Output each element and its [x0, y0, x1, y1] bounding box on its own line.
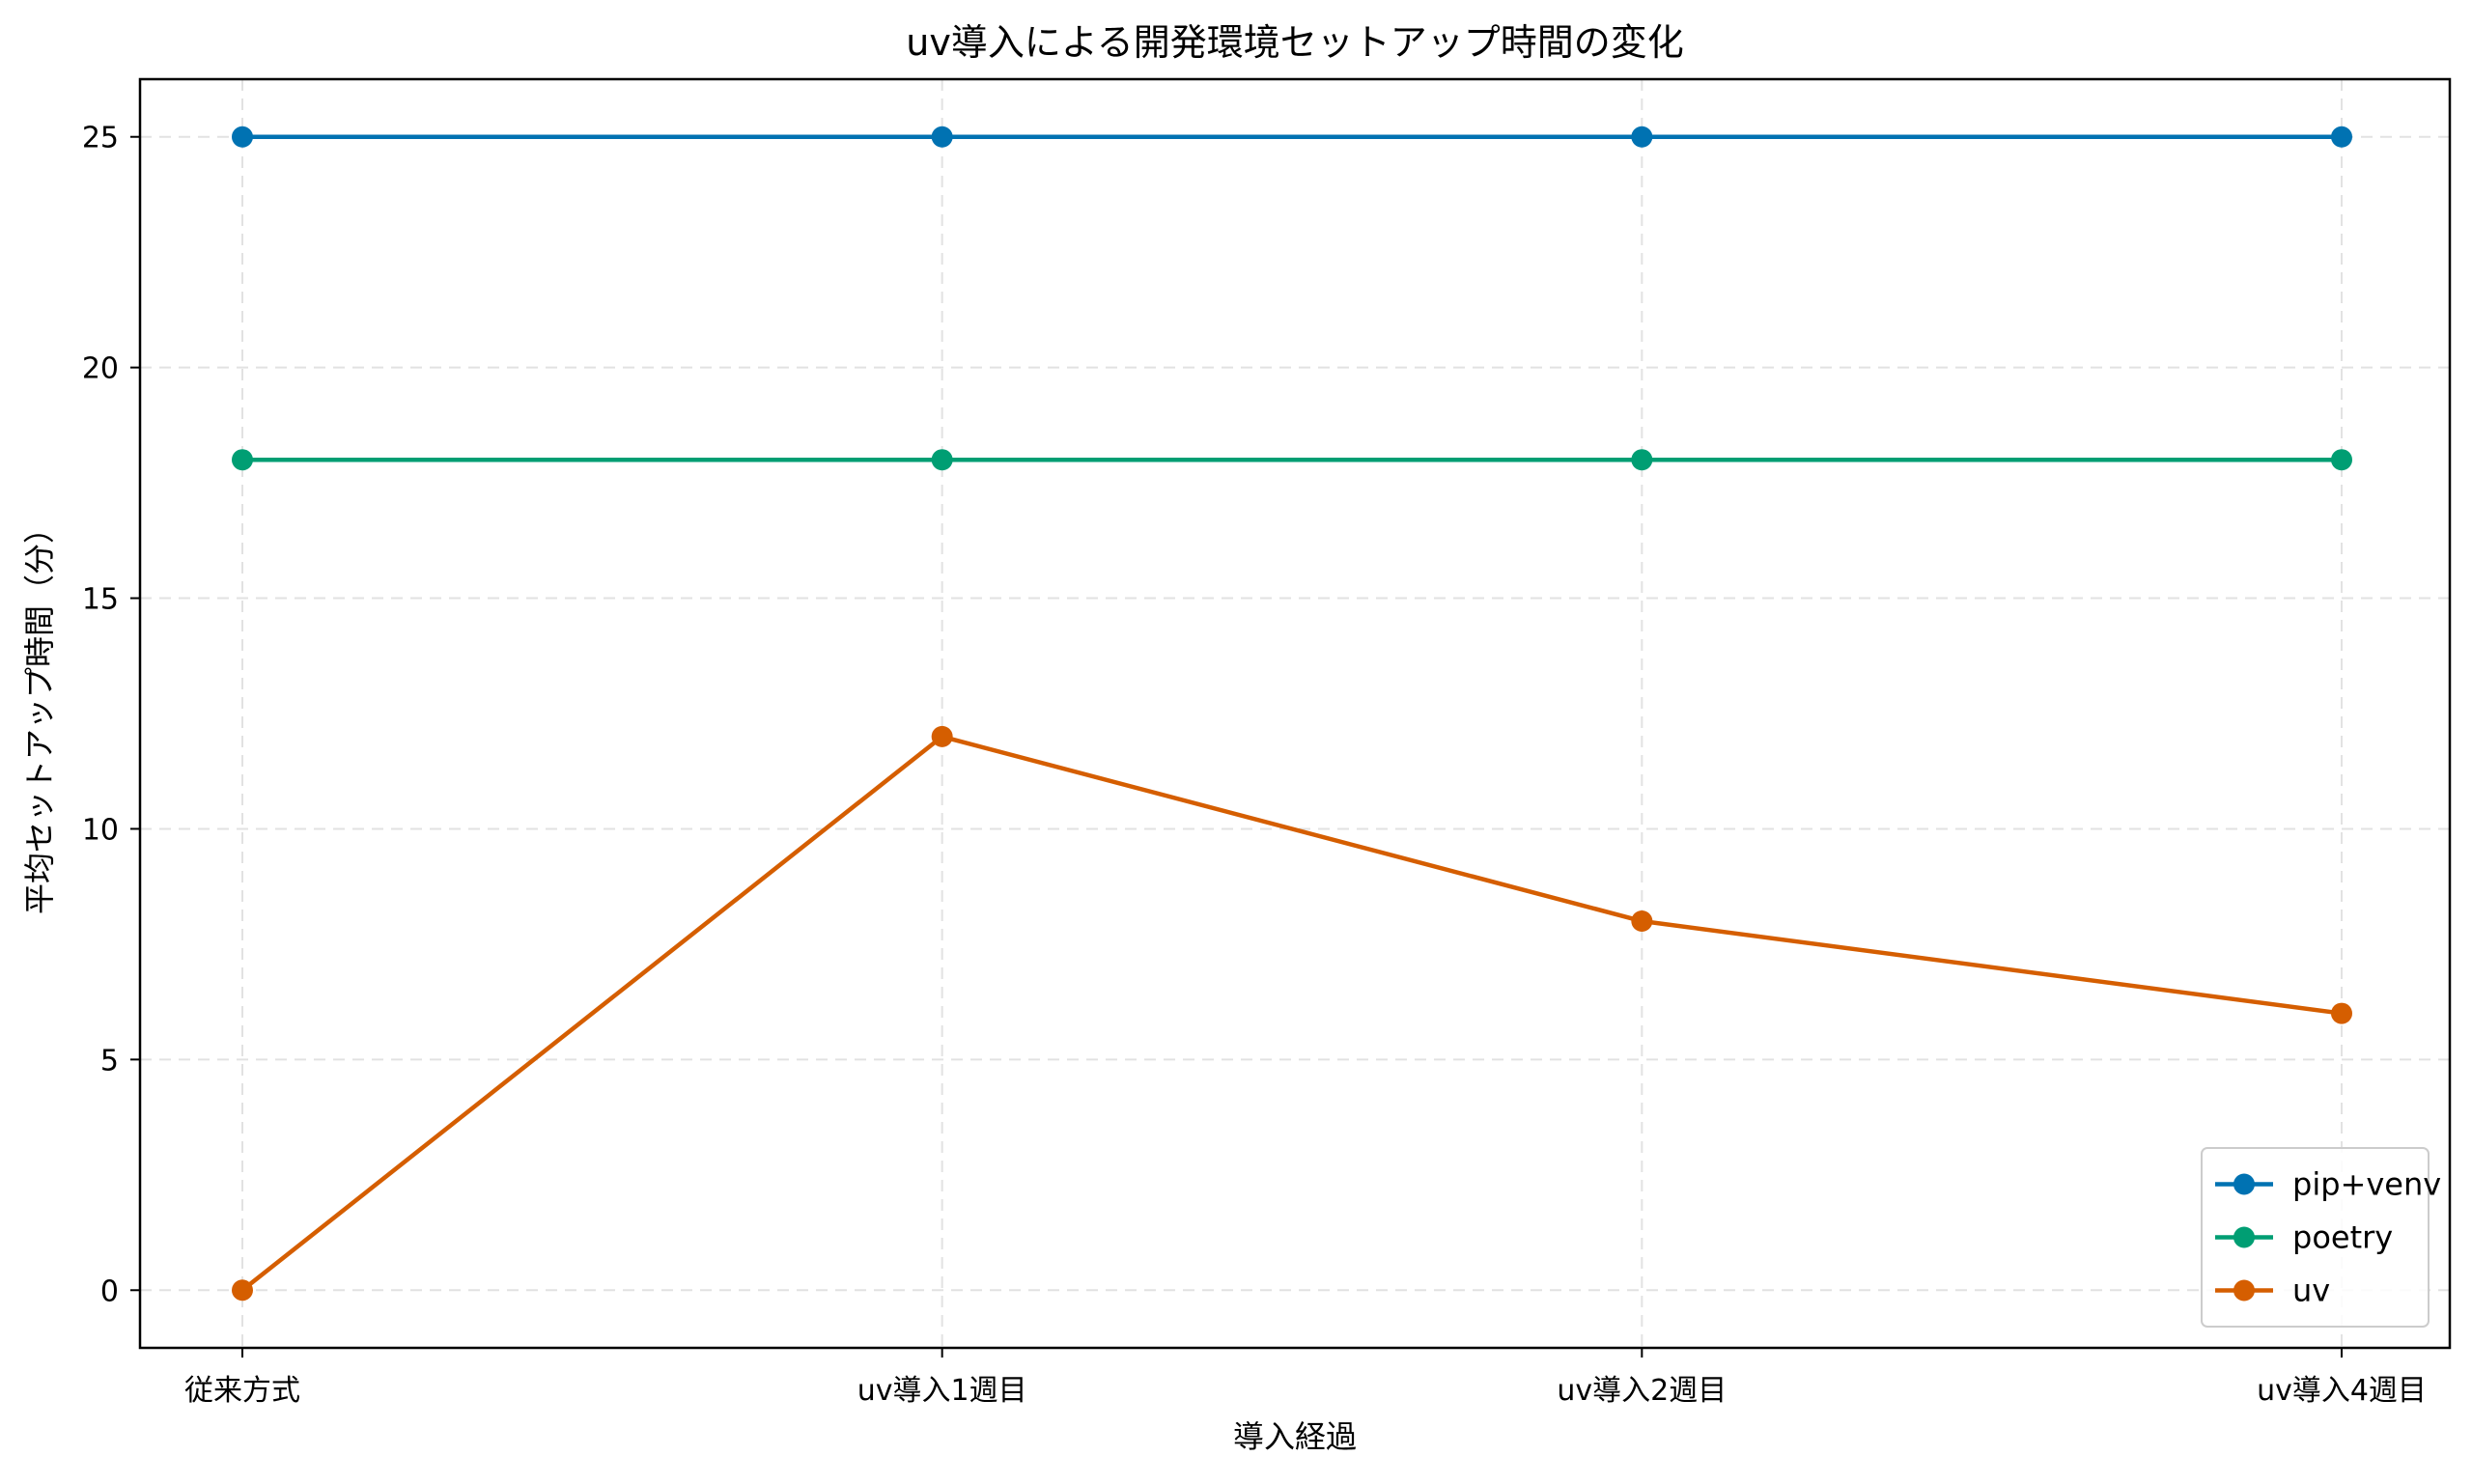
legend-item: pip+venv	[2215, 1166, 2441, 1203]
legend-item: uv	[2215, 1273, 2330, 1309]
data-point	[1631, 126, 1653, 148]
series-group	[232, 126, 2352, 1302]
legend-item: poetry	[2215, 1219, 2393, 1256]
series-pip+venv	[232, 126, 2352, 148]
series-line	[240, 734, 2343, 1293]
data-point	[2331, 126, 2352, 148]
data-point	[931, 725, 953, 747]
data-point	[2331, 449, 2352, 471]
x-tick-label: uv導入4週目	[2257, 1374, 2427, 1408]
chart-title: uv導入による開発環境セットアップ時間の変化	[906, 21, 1683, 64]
series-uv	[232, 725, 2352, 1302]
x-axis-label: 導入経過	[1233, 1418, 1357, 1455]
y-tick-label: 10	[82, 813, 119, 847]
data-point	[232, 449, 253, 471]
y-axis-label: 平均セットアップ時間（分）	[21, 513, 58, 914]
y-tick-label: 20	[82, 352, 119, 386]
x-tick-label: uv導入1週目	[857, 1374, 1027, 1408]
legend-marker	[2233, 1173, 2255, 1195]
plot-area-frame	[138, 77, 2452, 1350]
legend-marker	[2233, 1226, 2255, 1248]
legend-label: uv	[2292, 1273, 2330, 1309]
y-tick-label: 0	[100, 1274, 119, 1308]
data-point	[232, 1279, 253, 1302]
legend-marker	[2233, 1279, 2255, 1302]
y-tick-label: 5	[100, 1044, 119, 1078]
legend-label: poetry	[2292, 1219, 2393, 1256]
series-poetry	[232, 449, 2352, 471]
data-point	[1631, 910, 1653, 933]
axis-ticks: 0 5 10 15 20 25 従来方式 uv導入1週目 uv導入2週目 uv導入4週目	[82, 122, 2427, 1408]
data-point	[931, 449, 953, 471]
x-tick-label: 従来方式	[184, 1374, 300, 1408]
legend-box	[2201, 1147, 2430, 1328]
legend: pip+venv poetry uv	[2201, 1147, 2441, 1328]
data-point	[1631, 449, 1653, 471]
y-tick-label: 25	[82, 122, 119, 155]
legend-label: pip+venv	[2292, 1166, 2441, 1203]
y-tick-label: 15	[82, 583, 119, 617]
data-point	[232, 126, 253, 148]
data-point	[931, 126, 953, 148]
data-point	[2331, 1002, 2352, 1024]
x-tick-label: uv導入2週目	[1557, 1374, 1727, 1408]
